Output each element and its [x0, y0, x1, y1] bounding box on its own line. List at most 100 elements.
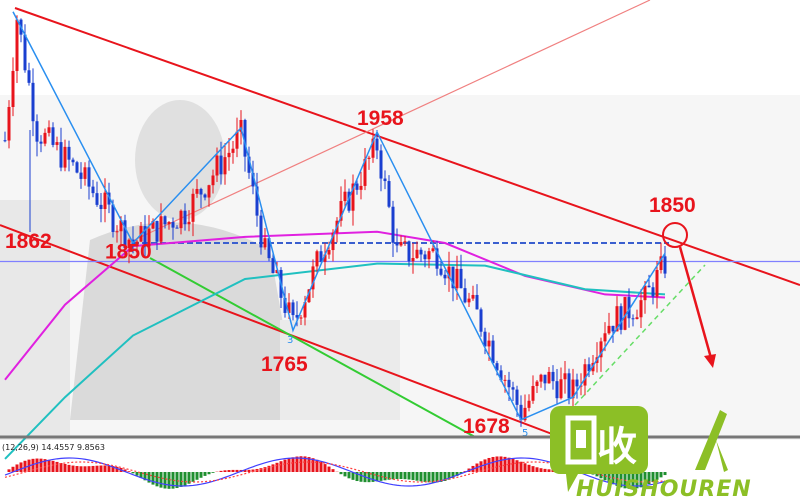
- candle: [639, 289, 643, 328]
- moving-averages: [4, 230, 666, 460]
- candle: [379, 144, 383, 192]
- candle: [167, 221, 171, 230]
- candle: [439, 259, 443, 277]
- candle: [607, 312, 611, 335]
- candle: [323, 243, 327, 275]
- candle: [407, 240, 411, 267]
- candle: [511, 381, 515, 401]
- candle: [527, 394, 531, 412]
- candle: [115, 225, 119, 243]
- upper-channel-line: [14, 7, 800, 286]
- candle: [195, 179, 199, 198]
- candle: [271, 253, 275, 274]
- price-label: 1850: [105, 240, 152, 263]
- candle: [179, 209, 183, 235]
- price-label: 1958: [357, 107, 404, 130]
- candle: [627, 288, 631, 328]
- candle: [319, 245, 323, 263]
- candle: [475, 284, 479, 310]
- candle: [175, 225, 179, 229]
- candle: [387, 175, 391, 209]
- candle: [399, 235, 403, 247]
- trend-lines: [0, 0, 800, 438]
- candle: [75, 160, 79, 174]
- candle: [655, 261, 659, 309]
- candle: [427, 247, 431, 269]
- candle: [43, 128, 47, 147]
- candle: [559, 367, 563, 400]
- candle: [383, 170, 387, 190]
- candle: [7, 100, 11, 149]
- candle: [463, 278, 467, 304]
- candle: [311, 259, 315, 298]
- candle: [231, 141, 235, 164]
- candle: [71, 157, 75, 166]
- candle: [123, 214, 127, 257]
- candle: [415, 241, 419, 259]
- candle: [619, 303, 623, 335]
- candle: [375, 130, 379, 160]
- candle: [103, 178, 107, 223]
- candle: [163, 215, 167, 229]
- candle: [263, 228, 267, 250]
- candle: [563, 360, 567, 394]
- candle: [143, 215, 147, 258]
- green-dashed-line: [574, 264, 706, 406]
- indicator-label: (12,26,9) 14.4557 9.8563: [2, 443, 105, 452]
- svg-text:HUISHOUREN: HUISHOUREN: [576, 477, 752, 500]
- candle: [11, 57, 15, 117]
- candle: [255, 172, 259, 227]
- candle: [47, 120, 51, 137]
- candle: [343, 179, 347, 208]
- candle: [631, 314, 635, 327]
- candle: [191, 188, 195, 237]
- candle: [15, 15, 19, 84]
- price-label: 1862: [5, 230, 52, 253]
- candle: [423, 250, 427, 268]
- candle: [575, 373, 579, 399]
- candle: [555, 369, 559, 405]
- candles: [3, 15, 667, 427]
- price-label: 1850: [649, 194, 696, 217]
- candle: [443, 270, 447, 286]
- wave-label-5: 5: [522, 428, 528, 439]
- target-circle: [662, 222, 688, 248]
- candle: [63, 139, 67, 172]
- candle: [203, 193, 207, 201]
- candle: [459, 254, 463, 289]
- candle: [95, 181, 99, 207]
- candle: [151, 218, 155, 230]
- candle: [503, 375, 507, 393]
- candle: [39, 135, 43, 153]
- down-arrow-head: [704, 354, 716, 368]
- candle: [51, 122, 55, 148]
- background-photo: [0, 95, 800, 440]
- candle: [59, 127, 63, 172]
- candle: [347, 188, 351, 213]
- candle: [491, 335, 495, 365]
- price-label: 1765: [261, 353, 308, 376]
- candle: [643, 281, 647, 314]
- candle: [147, 215, 151, 251]
- candle: [183, 203, 187, 231]
- candle: [419, 247, 423, 262]
- lower-channel-line: [0, 224, 561, 438]
- candle: [79, 162, 83, 189]
- down-arrow-line: [678, 246, 713, 359]
- candle: [663, 245, 667, 279]
- candle: [411, 242, 415, 274]
- candle: [211, 169, 215, 194]
- candle: [371, 129, 375, 163]
- zigzag-line: [12, 11, 666, 421]
- candle: [135, 239, 139, 257]
- candle: [227, 137, 231, 171]
- price-label: 1678: [463, 415, 510, 438]
- svg-text:收: 收: [597, 424, 637, 470]
- candle: [471, 285, 475, 301]
- candle: [447, 251, 451, 292]
- candle: [235, 117, 239, 158]
- candle: [359, 171, 363, 200]
- candle: [339, 186, 343, 227]
- candle: [571, 368, 575, 412]
